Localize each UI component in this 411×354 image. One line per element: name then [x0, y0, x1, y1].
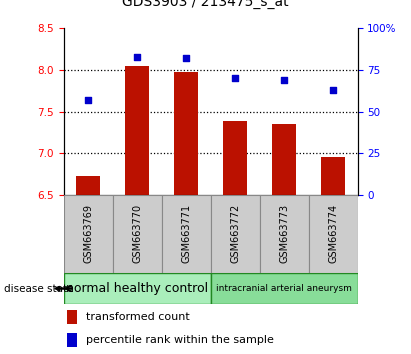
Point	[85, 97, 92, 103]
Text: GSM663773: GSM663773	[279, 204, 289, 263]
Bar	[321, 157, 345, 195]
Bar	[64, 273, 210, 304]
Bar	[162, 195, 211, 273]
Text: intracranial arterial aneurysm: intracranial arterial aneurysm	[216, 284, 352, 293]
Bar	[211, 195, 260, 273]
Bar	[67, 333, 77, 347]
Point	[232, 75, 238, 81]
Text: GSM663771: GSM663771	[181, 204, 191, 263]
Text: disease state: disease state	[4, 284, 74, 293]
Bar	[223, 121, 247, 195]
Text: percentile rank within the sample: percentile rank within the sample	[86, 335, 274, 345]
Bar	[64, 195, 113, 273]
Bar	[67, 310, 77, 324]
Point	[281, 77, 287, 83]
Point	[330, 87, 336, 93]
Point	[134, 54, 141, 59]
Text: GDS3903 / 213475_s_at: GDS3903 / 213475_s_at	[122, 0, 289, 9]
Bar	[211, 273, 358, 304]
Bar	[113, 195, 162, 273]
Text: GSM663770: GSM663770	[132, 204, 142, 263]
Bar	[309, 195, 358, 273]
Bar	[174, 73, 199, 195]
Text: transformed count: transformed count	[86, 312, 189, 322]
Text: normal healthy control: normal healthy control	[66, 282, 208, 295]
Bar	[272, 124, 296, 195]
Bar	[260, 195, 309, 273]
Bar	[125, 66, 150, 195]
Point	[183, 56, 189, 61]
Text: GSM663772: GSM663772	[230, 204, 240, 263]
Text: GSM663774: GSM663774	[328, 204, 338, 263]
Bar	[76, 176, 100, 195]
Text: GSM663769: GSM663769	[83, 204, 93, 263]
